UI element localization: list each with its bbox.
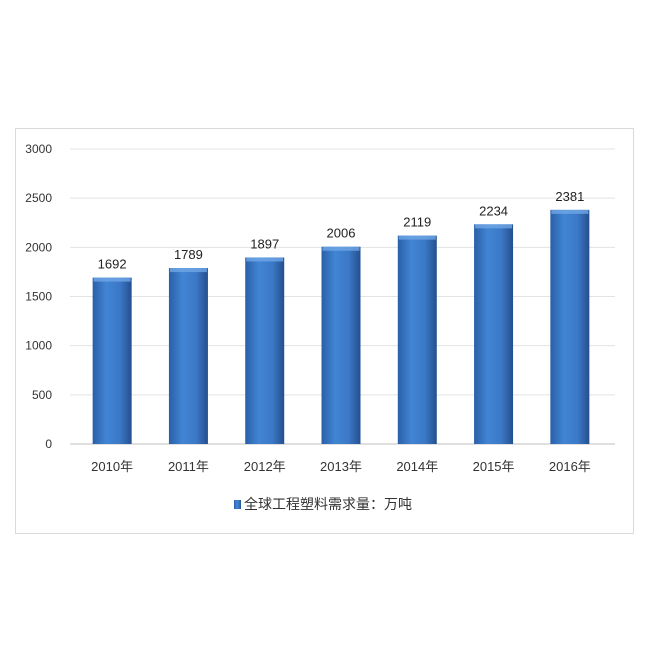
data-label: 1692 bbox=[98, 257, 127, 272]
data-label: 2006 bbox=[327, 226, 356, 241]
bar bbox=[92, 277, 132, 444]
bar bbox=[321, 246, 361, 444]
y-tick-label: 2500 bbox=[25, 191, 52, 205]
data-label: 1789 bbox=[174, 247, 203, 262]
bar bbox=[245, 257, 285, 444]
y-tick-label: 0 bbox=[45, 437, 52, 451]
x-tick-label: 2013年 bbox=[320, 459, 362, 474]
bar-highlight bbox=[398, 235, 436, 240]
bar-highlight bbox=[169, 268, 207, 273]
data-label: 2381 bbox=[555, 189, 584, 204]
data-label: 2119 bbox=[403, 215, 431, 230]
x-tick-label: 2012年 bbox=[244, 459, 286, 474]
y-tick-label: 1000 bbox=[25, 339, 52, 353]
x-tick-label: 2014年 bbox=[396, 459, 438, 474]
legend-label: 全球工程塑料需求量：万吨 bbox=[244, 496, 412, 512]
x-tick-label: 2016年 bbox=[549, 459, 591, 474]
data-label: 2234 bbox=[479, 203, 508, 218]
bar-highlight bbox=[475, 224, 513, 229]
data-label: 1897 bbox=[250, 236, 279, 251]
y-tick-label: 500 bbox=[32, 388, 52, 402]
bar bbox=[550, 209, 590, 444]
y-tick-label: 3000 bbox=[25, 142, 52, 156]
bar-highlight bbox=[93, 277, 131, 282]
bar bbox=[474, 224, 514, 444]
legend-swatch bbox=[234, 500, 241, 509]
bar-highlight bbox=[246, 257, 284, 262]
x-tick-label: 2015年 bbox=[473, 459, 515, 474]
bar-highlight bbox=[322, 246, 360, 251]
x-tick-label: 2010年 bbox=[91, 459, 133, 474]
x-tick-label: 2011年 bbox=[168, 459, 209, 474]
y-tick-label: 1500 bbox=[25, 290, 52, 304]
chart-frame bbox=[15, 128, 634, 534]
y-tick-label: 2000 bbox=[25, 240, 52, 254]
bar bbox=[168, 268, 208, 444]
bar bbox=[397, 235, 437, 444]
bar-highlight bbox=[551, 209, 589, 214]
